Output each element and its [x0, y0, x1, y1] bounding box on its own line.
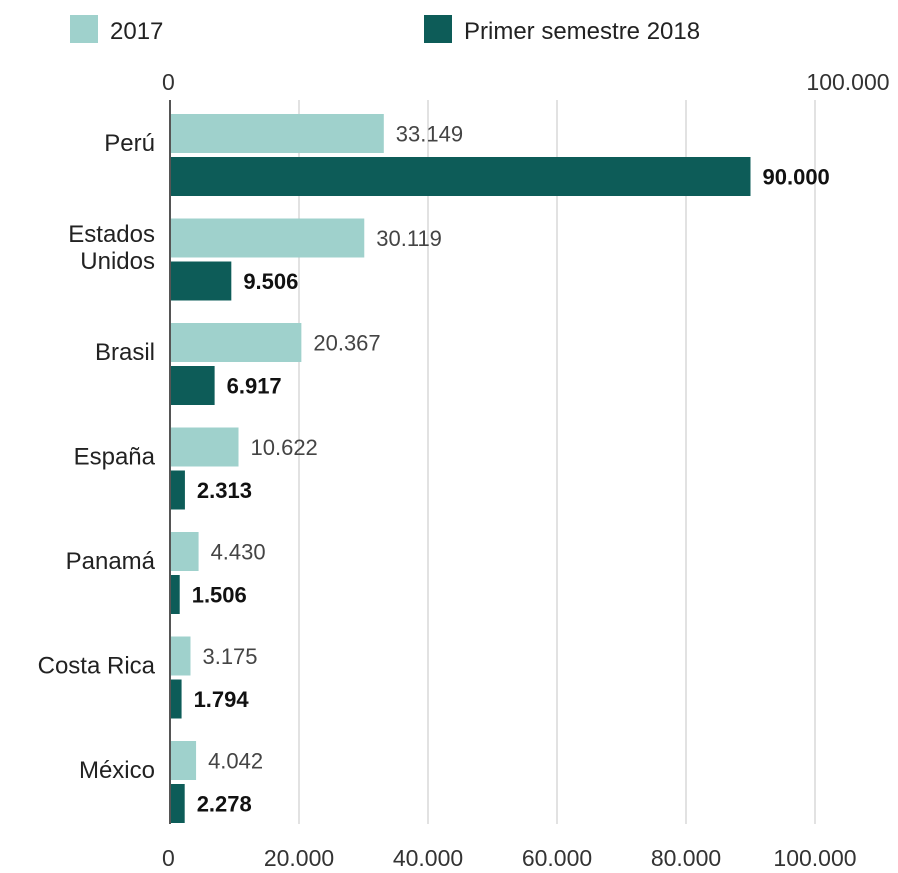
- category-label-panama: Panamá: [66, 548, 156, 575]
- x-tick-label-40-000: 40.000: [393, 845, 463, 871]
- value-label-espana-2017: 10.622: [251, 435, 318, 460]
- legend-label-primer-semestre-2018: Primer semestre 2018: [464, 18, 700, 45]
- bar-mexico-primer-semestre-2018: [170, 784, 185, 823]
- value-label-brasil-primer-semestre-2018: 6.917: [227, 374, 282, 399]
- top-tick-label-0: 0: [162, 69, 175, 95]
- category-label-brasil: Brasil: [95, 339, 155, 366]
- top-axis-ticks: 0 100.000: [162, 69, 890, 95]
- value-label-costa-rica-2017: 3.175: [202, 644, 257, 669]
- value-label-estados-unidos-2017: 30.119: [376, 226, 442, 251]
- bars: 33.149 90.000 30.119 9.506 20.367 6.917 10.622…: [170, 114, 830, 823]
- category-label-mexico: México: [79, 757, 155, 784]
- value-label-panama-2017: 4.430: [211, 540, 266, 565]
- x-tick-label-20-000: 20.000: [264, 845, 334, 871]
- legend-swatch-primer-semestre-2018: [424, 15, 452, 43]
- legend-label-2017: 2017: [110, 18, 163, 45]
- value-label-costa-rica-primer-semestre-2018: 1.794: [194, 687, 250, 712]
- gridlines: [298, 100, 816, 824]
- bar-estados-unidos-2017: [170, 218, 365, 258]
- legend: 2017 Primer semestre 2018: [70, 15, 700, 45]
- value-label-espana-primer-semestre-2018: 2.313: [197, 478, 252, 503]
- bar-brasil-2017: [170, 323, 302, 362]
- bar-costa-rica-2017: [170, 636, 191, 676]
- x-tick-label-80-000: 80.000: [651, 845, 721, 871]
- category-label-peru: Perú: [104, 130, 155, 157]
- value-label-peru-2017: 33.149: [396, 122, 463, 147]
- bar-peru-2017: [170, 114, 384, 153]
- bar-mexico-2017: [170, 741, 197, 780]
- category-labels: Perú Estados Unidos Brasil España Panamá Costa…: [38, 130, 156, 784]
- value-label-brasil-2017: 20.367: [313, 331, 380, 356]
- value-label-mexico-2017: 4.042: [208, 749, 263, 774]
- bar-brasil-primer-semestre-2018: [170, 366, 215, 405]
- category-label-estados-unidos: Estados Unidos: [68, 221, 155, 275]
- bar-costa-rica-primer-semestre-2018: [170, 679, 182, 719]
- bar-panama-primer-semestre-2018: [170, 575, 180, 614]
- bar-panama-2017: [170, 532, 199, 571]
- bar-estados-unidos-primer-semestre-2018: [170, 261, 232, 301]
- value-label-estados-unidos-primer-semestre-2018: 9.506: [243, 269, 298, 294]
- category-label-costa-rica: Costa Rica: [38, 653, 156, 680]
- legend-swatch-2017: [70, 15, 98, 43]
- value-label-mexico-primer-semestre-2018: 2.278: [197, 792, 252, 817]
- bottom-axis-ticks: 0 20.000 40.000 60.000 80.000 100.000: [162, 845, 857, 871]
- bar-peru-primer-semestre-2018: [170, 157, 751, 196]
- value-label-panama-primer-semestre-2018: 1.506: [192, 583, 247, 608]
- category-label-espana: España: [74, 444, 156, 471]
- x-tick-label-0: 0: [162, 845, 175, 871]
- x-tick-label-60-000: 60.000: [522, 845, 592, 871]
- value-label-peru-primer-semestre-2018: 90.000: [763, 165, 830, 190]
- bar-espana-primer-semestre-2018: [170, 470, 185, 510]
- x-tick-label-100-000: 100.000: [773, 845, 856, 871]
- top-tick-label-100-000: 100.000: [806, 69, 889, 95]
- bar-espana-2017: [170, 427, 239, 467]
